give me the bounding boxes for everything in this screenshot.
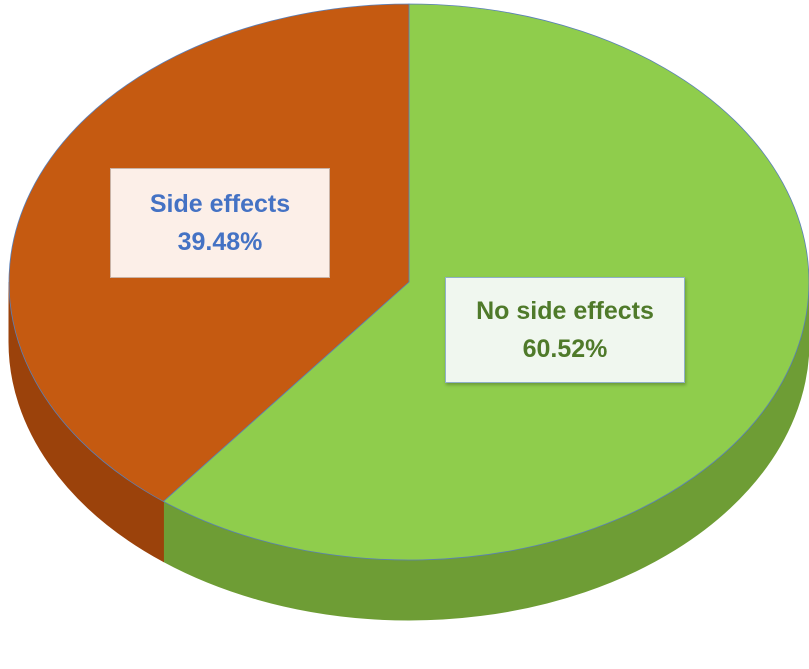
data-label-no-side-effects: No side effects 60.52% (445, 277, 685, 383)
data-label-no-side-effects-value: 60.52% (522, 335, 608, 363)
data-label-no-side-effects-name: No side effects (476, 297, 654, 325)
data-label-side-effects-value: 39.48% (177, 228, 263, 256)
data-label-side-effects-name: Side effects (149, 190, 291, 218)
data-label-side-effects: Side effects 39.48% (110, 168, 330, 278)
